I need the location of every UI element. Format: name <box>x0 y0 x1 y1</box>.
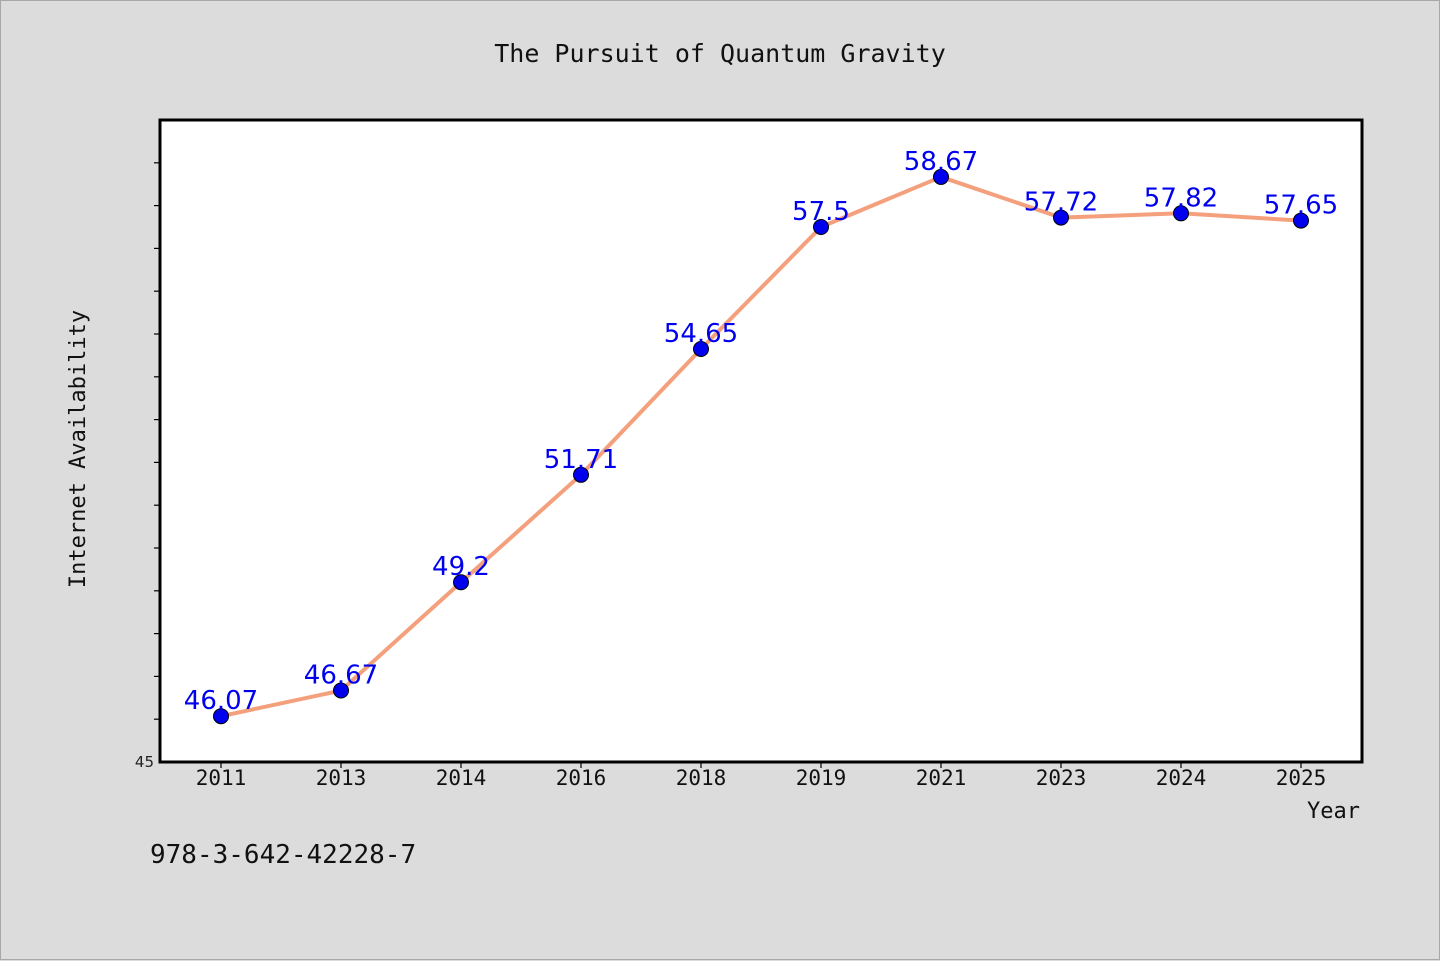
data-point <box>333 682 349 699</box>
data-label: 51.71 <box>544 445 618 475</box>
data-label: 57.82 <box>1144 183 1218 213</box>
data-label: 54.65 <box>664 319 738 349</box>
x-axis-ticks <box>220 762 1302 768</box>
isbn-text: 978-3-642-42228-7 <box>150 840 416 870</box>
x-tick-label: 2011 <box>196 766 247 790</box>
chart-title: The Pursuit of Quantum Gravity <box>494 39 946 68</box>
data-label: 57.5 <box>792 197 850 227</box>
data-point <box>453 574 469 591</box>
x-tick-label: 2018 <box>676 766 727 790</box>
y-axis-tick-labels: 45 <box>135 753 154 771</box>
data-point <box>813 219 829 235</box>
data-label: 46.07 <box>184 686 258 716</box>
data-markers <box>213 168 1309 725</box>
data-label: 58.67 <box>904 147 978 177</box>
data-label: 57.72 <box>1024 188 1098 218</box>
data-point <box>693 340 709 357</box>
plot-area <box>158 118 1364 764</box>
series-line <box>220 174 1302 719</box>
y-axis-label: Internet Availability <box>66 310 91 588</box>
x-tick-label: 2019 <box>796 766 847 790</box>
x-axis-label: Year <box>1307 799 1360 824</box>
data-point <box>213 708 229 725</box>
x-tick-label: 2021 <box>916 766 967 790</box>
data-labels: 46.07 46.67 49.2 51.71 54.65 57.5 58.67 57.72 57… <box>184 147 1338 716</box>
x-tick-label: 2023 <box>1036 766 1087 790</box>
x-axis-tick-labels: 2011 2013 2014 2016 2018 2019 2021 2023 2024 2025 <box>196 766 1327 790</box>
data-label: 49.2 <box>432 552 490 582</box>
x-tick-label: 2016 <box>556 766 607 790</box>
x-tick-label: 2014 <box>436 766 487 790</box>
data-point <box>1293 212 1309 229</box>
y-axis-ticks <box>154 162 160 720</box>
x-tick-label: 2025 <box>1276 766 1327 790</box>
x-tick-label: 2024 <box>1156 766 1207 790</box>
data-point <box>1173 205 1189 222</box>
data-point <box>1053 209 1069 226</box>
data-label: 46.67 <box>304 661 378 691</box>
data-point <box>573 466 589 483</box>
data-point <box>933 168 949 185</box>
data-label: 57.65 <box>1264 191 1338 221</box>
y-tick-label: 45 <box>135 753 154 771</box>
x-tick-label: 2013 <box>316 766 367 790</box>
